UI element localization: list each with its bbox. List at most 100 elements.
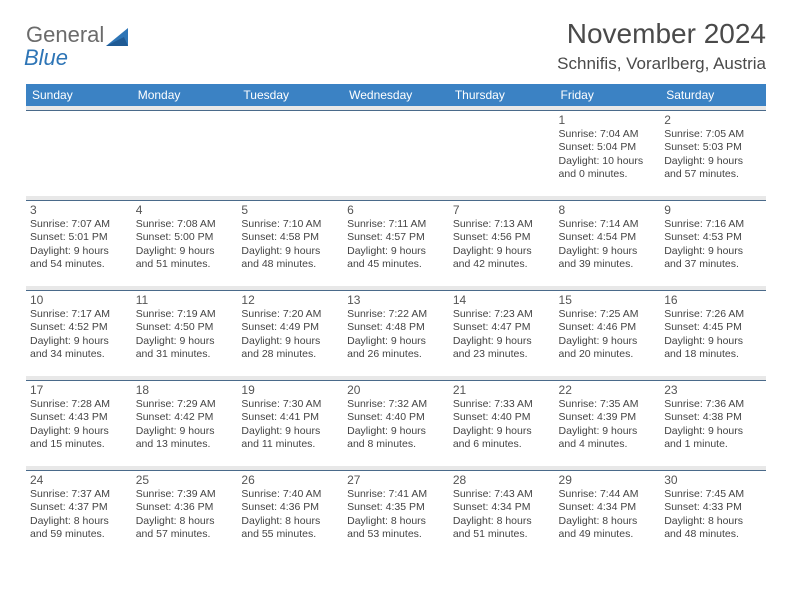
day-info: Sunrise: 7:05 AMSunset: 5:03 PMDaylight:… — [664, 128, 762, 183]
day-info: Sunrise: 7:36 AMSunset: 4:38 PMDaylight:… — [664, 398, 762, 453]
day-number: 25 — [136, 473, 234, 487]
day-cell: 3Sunrise: 7:07 AMSunset: 5:01 PMDaylight… — [26, 200, 132, 286]
day-number: 22 — [559, 383, 657, 397]
day-cell: 10Sunrise: 7:17 AMSunset: 4:52 PMDayligh… — [26, 290, 132, 376]
day-info: Sunrise: 7:29 AMSunset: 4:42 PMDaylight:… — [136, 398, 234, 453]
day-cell: 9Sunrise: 7:16 AMSunset: 4:53 PMDaylight… — [660, 200, 766, 286]
day-header: Friday — [555, 84, 661, 106]
day-number: 21 — [453, 383, 551, 397]
day-info: Sunrise: 7:16 AMSunset: 4:53 PMDaylight:… — [664, 218, 762, 273]
day-info: Sunrise: 7:17 AMSunset: 4:52 PMDaylight:… — [30, 308, 128, 363]
day-number: 11 — [136, 293, 234, 307]
day-cell: 30Sunrise: 7:45 AMSunset: 4:33 PMDayligh… — [660, 470, 766, 556]
day-cell: 14Sunrise: 7:23 AMSunset: 4:47 PMDayligh… — [449, 290, 555, 376]
week-row: 10Sunrise: 7:17 AMSunset: 4:52 PMDayligh… — [26, 290, 766, 376]
location: Schnifis, Vorarlberg, Austria — [557, 54, 766, 74]
day-info: Sunrise: 7:08 AMSunset: 5:00 PMDaylight:… — [136, 218, 234, 273]
day-info: Sunrise: 7:39 AMSunset: 4:36 PMDaylight:… — [136, 488, 234, 543]
day-info: Sunrise: 7:11 AMSunset: 4:57 PMDaylight:… — [347, 218, 445, 273]
day-cell: 4Sunrise: 7:08 AMSunset: 5:00 PMDaylight… — [132, 200, 238, 286]
empty-day-cell — [237, 110, 343, 196]
day-cell: 16Sunrise: 7:26 AMSunset: 4:45 PMDayligh… — [660, 290, 766, 376]
day-info: Sunrise: 7:20 AMSunset: 4:49 PMDaylight:… — [241, 308, 339, 363]
day-number: 8 — [559, 203, 657, 217]
empty-day-cell — [449, 110, 555, 196]
day-cell: 15Sunrise: 7:25 AMSunset: 4:46 PMDayligh… — [555, 290, 661, 376]
empty-day-cell — [132, 110, 238, 196]
day-number: 4 — [136, 203, 234, 217]
logo: General Blue — [26, 18, 132, 70]
day-info: Sunrise: 7:14 AMSunset: 4:54 PMDaylight:… — [559, 218, 657, 273]
day-cell: 27Sunrise: 7:41 AMSunset: 4:35 PMDayligh… — [343, 470, 449, 556]
day-info: Sunrise: 7:10 AMSunset: 4:58 PMDaylight:… — [241, 218, 339, 273]
day-cell: 29Sunrise: 7:44 AMSunset: 4:34 PMDayligh… — [555, 470, 661, 556]
day-info: Sunrise: 7:35 AMSunset: 4:39 PMDaylight:… — [559, 398, 657, 453]
day-info: Sunrise: 7:22 AMSunset: 4:48 PMDaylight:… — [347, 308, 445, 363]
day-info: Sunrise: 7:25 AMSunset: 4:46 PMDaylight:… — [559, 308, 657, 363]
day-cell: 13Sunrise: 7:22 AMSunset: 4:48 PMDayligh… — [343, 290, 449, 376]
day-number: 27 — [347, 473, 445, 487]
day-info: Sunrise: 7:44 AMSunset: 4:34 PMDaylight:… — [559, 488, 657, 543]
day-info: Sunrise: 7:45 AMSunset: 4:33 PMDaylight:… — [664, 488, 762, 543]
day-number: 20 — [347, 383, 445, 397]
day-cell: 24Sunrise: 7:37 AMSunset: 4:37 PMDayligh… — [26, 470, 132, 556]
day-number: 6 — [347, 203, 445, 217]
week-row: 17Sunrise: 7:28 AMSunset: 4:43 PMDayligh… — [26, 380, 766, 466]
day-cell: 7Sunrise: 7:13 AMSunset: 4:56 PMDaylight… — [449, 200, 555, 286]
day-header: Saturday — [660, 84, 766, 106]
day-info: Sunrise: 7:32 AMSunset: 4:40 PMDaylight:… — [347, 398, 445, 453]
day-info: Sunrise: 7:33 AMSunset: 4:40 PMDaylight:… — [453, 398, 551, 453]
day-cell: 12Sunrise: 7:20 AMSunset: 4:49 PMDayligh… — [237, 290, 343, 376]
day-number: 3 — [30, 203, 128, 217]
day-number: 10 — [30, 293, 128, 307]
day-header: Monday — [132, 84, 238, 106]
day-cell: 11Sunrise: 7:19 AMSunset: 4:50 PMDayligh… — [132, 290, 238, 376]
day-number: 1 — [559, 113, 657, 127]
logo-triangle-icon — [106, 28, 132, 50]
calendar-table: SundayMondayTuesdayWednesdayThursdayFrid… — [26, 84, 766, 556]
day-info: Sunrise: 7:07 AMSunset: 5:01 PMDaylight:… — [30, 218, 128, 273]
day-info: Sunrise: 7:41 AMSunset: 4:35 PMDaylight:… — [347, 488, 445, 543]
logo-text-general: General — [26, 22, 104, 47]
day-cell: 22Sunrise: 7:35 AMSunset: 4:39 PMDayligh… — [555, 380, 661, 466]
day-number: 23 — [664, 383, 762, 397]
day-info: Sunrise: 7:30 AMSunset: 4:41 PMDaylight:… — [241, 398, 339, 453]
day-cell: 26Sunrise: 7:40 AMSunset: 4:36 PMDayligh… — [237, 470, 343, 556]
day-info: Sunrise: 7:13 AMSunset: 4:56 PMDaylight:… — [453, 218, 551, 273]
day-cell: 5Sunrise: 7:10 AMSunset: 4:58 PMDaylight… — [237, 200, 343, 286]
day-cell: 23Sunrise: 7:36 AMSunset: 4:38 PMDayligh… — [660, 380, 766, 466]
day-cell: 1Sunrise: 7:04 AMSunset: 5:04 PMDaylight… — [555, 110, 661, 196]
day-number: 30 — [664, 473, 762, 487]
day-number: 19 — [241, 383, 339, 397]
week-row: 3Sunrise: 7:07 AMSunset: 5:01 PMDaylight… — [26, 200, 766, 286]
day-header: Sunday — [26, 84, 132, 106]
week-row: 1Sunrise: 7:04 AMSunset: 5:04 PMDaylight… — [26, 110, 766, 196]
day-info: Sunrise: 7:19 AMSunset: 4:50 PMDaylight:… — [136, 308, 234, 363]
calendar-header-row: SundayMondayTuesdayWednesdayThursdayFrid… — [26, 84, 766, 106]
empty-day-cell — [26, 110, 132, 196]
day-header: Wednesday — [343, 84, 449, 106]
day-number: 13 — [347, 293, 445, 307]
day-cell: 25Sunrise: 7:39 AMSunset: 4:36 PMDayligh… — [132, 470, 238, 556]
day-info: Sunrise: 7:40 AMSunset: 4:36 PMDaylight:… — [241, 488, 339, 543]
day-cell: 21Sunrise: 7:33 AMSunset: 4:40 PMDayligh… — [449, 380, 555, 466]
empty-day-cell — [343, 110, 449, 196]
day-number: 18 — [136, 383, 234, 397]
day-number: 5 — [241, 203, 339, 217]
day-cell: 2Sunrise: 7:05 AMSunset: 5:03 PMDaylight… — [660, 110, 766, 196]
day-cell: 28Sunrise: 7:43 AMSunset: 4:34 PMDayligh… — [449, 470, 555, 556]
header: General Blue November 2024 Schnifis, Vor… — [26, 18, 766, 74]
day-number: 26 — [241, 473, 339, 487]
day-cell: 8Sunrise: 7:14 AMSunset: 4:54 PMDaylight… — [555, 200, 661, 286]
day-info: Sunrise: 7:37 AMSunset: 4:37 PMDaylight:… — [30, 488, 128, 543]
day-cell: 6Sunrise: 7:11 AMSunset: 4:57 PMDaylight… — [343, 200, 449, 286]
day-number: 24 — [30, 473, 128, 487]
day-info: Sunrise: 7:04 AMSunset: 5:04 PMDaylight:… — [559, 128, 657, 183]
logo-text-blue: Blue — [24, 45, 68, 70]
day-number: 2 — [664, 113, 762, 127]
month-title: November 2024 — [557, 18, 766, 50]
day-number: 15 — [559, 293, 657, 307]
day-info: Sunrise: 7:23 AMSunset: 4:47 PMDaylight:… — [453, 308, 551, 363]
day-info: Sunrise: 7:28 AMSunset: 4:43 PMDaylight:… — [30, 398, 128, 453]
day-cell: 20Sunrise: 7:32 AMSunset: 4:40 PMDayligh… — [343, 380, 449, 466]
